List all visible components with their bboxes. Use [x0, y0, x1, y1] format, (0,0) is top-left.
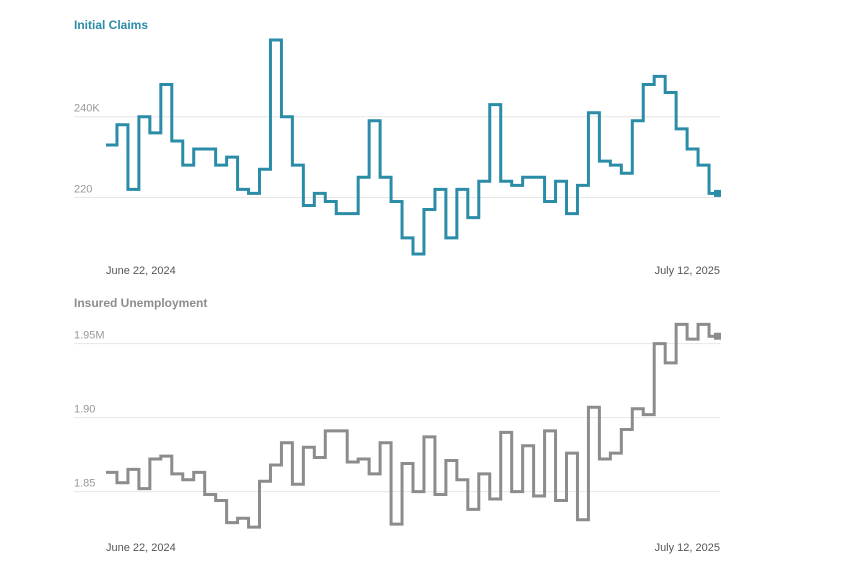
x-tick-label: July 12, 2025 — [655, 265, 720, 277]
x-tick-label: July 12, 2025 — [655, 542, 720, 554]
y-tick-label: 1.90 — [74, 404, 95, 416]
chart-panel-2: Insured Unemployment 1.85 1.90 1.95M June 22… — [74, 296, 721, 554]
chart-title: Initial Claims — [74, 18, 148, 32]
y-tick-label: 1.85 — [74, 478, 95, 490]
end-marker — [714, 189, 721, 197]
series-line — [106, 38, 720, 256]
y-tick-label: 1.95M — [74, 330, 105, 342]
chart-panel-1: Initial Claims 220 240K June 22, 2024 July 1… — [74, 18, 721, 277]
y-tick-label: 240K — [74, 103, 100, 115]
chart-title: Insured Unemployment — [74, 296, 207, 310]
x-tick-label: June 22, 2024 — [106, 265, 176, 277]
y-tick-label: 220 — [74, 183, 92, 195]
series-line — [106, 322, 720, 529]
x-tick-label: June 22, 2024 — [106, 542, 176, 554]
end-marker — [714, 332, 721, 340]
